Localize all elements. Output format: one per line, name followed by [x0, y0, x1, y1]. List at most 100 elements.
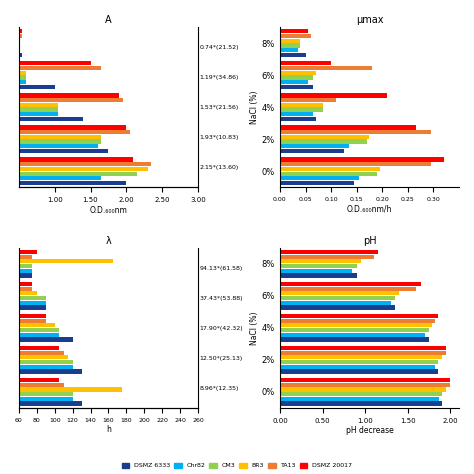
- Bar: [280, 351, 446, 355]
- Bar: [0, 130, 130, 134]
- X-axis label: pH decrease: pH decrease: [346, 426, 393, 435]
- Bar: [280, 301, 391, 305]
- Bar: [280, 259, 361, 264]
- Bar: [280, 149, 344, 153]
- Bar: [0, 328, 59, 332]
- Bar: [0, 93, 119, 98]
- Bar: [280, 365, 435, 369]
- Bar: [0, 387, 122, 392]
- X-axis label: O.D.₆₀₀nm: O.D.₆₀₀nm: [90, 206, 128, 215]
- Bar: [0, 337, 73, 342]
- Bar: [0, 117, 83, 121]
- Bar: [280, 93, 387, 98]
- Bar: [0, 301, 46, 305]
- Bar: [280, 112, 313, 116]
- Bar: [280, 360, 438, 364]
- Bar: [0, 98, 123, 102]
- Bar: [0, 365, 73, 369]
- Bar: [280, 85, 313, 89]
- Bar: [280, 369, 438, 374]
- Bar: [0, 103, 58, 107]
- Bar: [0, 48, 19, 52]
- Bar: [280, 337, 429, 342]
- Bar: [0, 296, 46, 300]
- Bar: [280, 117, 316, 121]
- Bar: [280, 314, 438, 318]
- Title: A: A: [105, 15, 112, 25]
- Bar: [280, 53, 306, 57]
- Bar: [280, 130, 431, 134]
- Title: pH: pH: [363, 236, 376, 246]
- Bar: [0, 167, 148, 171]
- Bar: [280, 323, 432, 328]
- Bar: [280, 292, 399, 295]
- Bar: [0, 181, 126, 185]
- Bar: [280, 48, 298, 52]
- Bar: [0, 39, 19, 43]
- Bar: [0, 85, 55, 89]
- Bar: [0, 66, 101, 70]
- Bar: [0, 80, 26, 84]
- Bar: [0, 44, 19, 47]
- Bar: [280, 176, 359, 181]
- Bar: [280, 71, 316, 75]
- Bar: [280, 34, 310, 38]
- Bar: [0, 346, 59, 350]
- Bar: [280, 162, 431, 166]
- Bar: [0, 351, 64, 355]
- Bar: [0, 369, 82, 374]
- Bar: [280, 328, 429, 332]
- Bar: [280, 387, 446, 392]
- Bar: [0, 287, 32, 291]
- Bar: [280, 139, 367, 144]
- Bar: [0, 323, 55, 328]
- Bar: [280, 319, 435, 323]
- Bar: [0, 383, 64, 387]
- Y-axis label: NaCl (%): NaCl (%): [250, 91, 259, 124]
- Bar: [280, 282, 420, 286]
- Bar: [0, 282, 32, 286]
- Bar: [0, 333, 59, 337]
- Bar: [280, 66, 372, 70]
- Bar: [0, 250, 37, 254]
- Bar: [280, 356, 442, 359]
- Bar: [280, 333, 425, 337]
- Bar: [0, 305, 46, 310]
- Bar: [280, 167, 380, 171]
- Bar: [280, 75, 313, 80]
- Bar: [0, 292, 37, 295]
- Bar: [280, 181, 354, 185]
- Bar: [280, 157, 444, 162]
- Bar: [280, 103, 323, 107]
- Bar: [280, 255, 374, 259]
- Bar: [0, 108, 58, 111]
- Bar: [0, 314, 46, 318]
- X-axis label: O.D.₆₀₀nm/h: O.D.₆₀₀nm/h: [347, 205, 392, 214]
- Bar: [0, 139, 101, 144]
- Bar: [0, 75, 26, 80]
- Bar: [280, 144, 349, 148]
- Bar: [280, 378, 450, 382]
- Bar: [280, 383, 450, 387]
- Bar: [280, 61, 331, 65]
- Bar: [0, 259, 113, 264]
- X-axis label: h: h: [106, 425, 111, 434]
- Bar: [280, 98, 336, 102]
- Bar: [0, 360, 73, 364]
- Title: μmax: μmax: [356, 15, 383, 25]
- Bar: [280, 125, 416, 129]
- Bar: [0, 135, 101, 139]
- Bar: [280, 264, 356, 268]
- Legend: DSMZ 6333, Chr82, CM3, BR3, TA13, DSMZ 20017: DSMZ 6333, Chr82, CM3, BR3, TA13, DSMZ 2…: [119, 460, 355, 471]
- Bar: [280, 397, 439, 401]
- Bar: [280, 135, 369, 139]
- Bar: [0, 34, 22, 38]
- Bar: [280, 80, 308, 84]
- Bar: [0, 269, 32, 273]
- Bar: [280, 29, 308, 34]
- Bar: [0, 264, 32, 268]
- Bar: [0, 176, 101, 181]
- Bar: [280, 172, 377, 176]
- Bar: [0, 53, 22, 57]
- Bar: [280, 108, 323, 111]
